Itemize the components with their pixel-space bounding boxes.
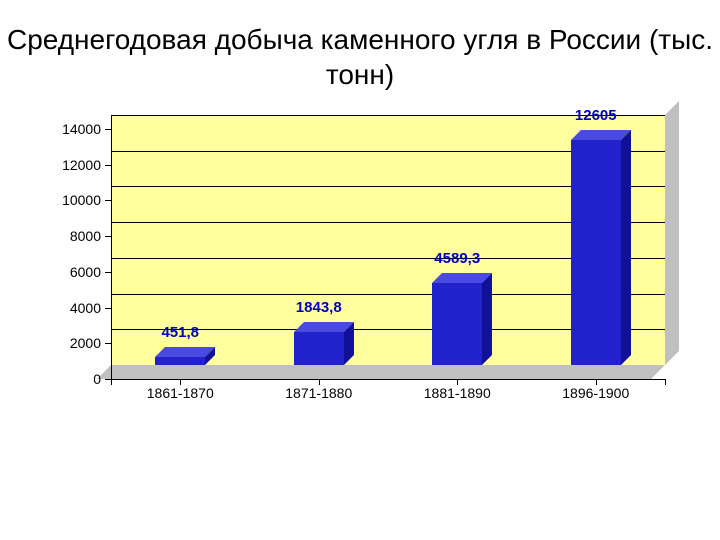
- y-tick-label: 14000: [62, 121, 101, 137]
- bar-side: [621, 130, 631, 365]
- y-tick-label: 0: [93, 371, 101, 387]
- y-tick-mark: [105, 200, 111, 201]
- chart: 451,81843,84589,312605 02000400060008000…: [55, 115, 665, 415]
- y-tick-mark: [105, 236, 111, 237]
- x-tick-mark: [319, 379, 320, 385]
- x-tick-label: 1881-1890: [424, 385, 491, 401]
- y-tick-mark: [105, 272, 111, 273]
- chart-title: Среднегодовая добыча каменного угля в Ро…: [0, 0, 720, 92]
- x-tick-mark: [111, 379, 112, 385]
- y-axis: 02000400060008000100001200014000: [55, 115, 111, 365]
- data-label: 1843,8: [279, 299, 359, 316]
- bar-side: [482, 273, 492, 365]
- y-tick-mark: [105, 129, 111, 130]
- y-tick-mark: [105, 165, 111, 166]
- bar: [432, 283, 482, 365]
- x-tick-mark: [665, 379, 666, 385]
- x-tick-label: 1861-1870: [147, 385, 214, 401]
- y-tick-label: 10000: [62, 192, 101, 208]
- y-tick-label: 2000: [70, 335, 101, 351]
- plot-floor-3d: [97, 365, 665, 379]
- y-axis-line: [111, 115, 112, 379]
- data-label: 451,8: [140, 324, 220, 341]
- bar-front: [571, 140, 621, 365]
- plot-wall-3d: [665, 101, 679, 365]
- y-tick-label: 4000: [70, 300, 101, 316]
- bar-front: [432, 283, 482, 365]
- x-tick-label: 1871-1880: [285, 385, 352, 401]
- x-tick-mark: [457, 379, 458, 385]
- x-axis: 1861-1870 1871-1880 1881-1890 1896-1900: [111, 379, 665, 409]
- bar: [571, 140, 621, 365]
- x-tick-mark: [180, 379, 181, 385]
- bar: [294, 332, 344, 365]
- bar-front: [294, 332, 344, 365]
- y-tick-label: 8000: [70, 228, 101, 244]
- data-label: 12605: [556, 107, 636, 124]
- y-tick-mark: [105, 308, 111, 309]
- y-tick-label: 6000: [70, 264, 101, 280]
- x-tick-label: 1896-1900: [562, 385, 629, 401]
- bar: [155, 357, 205, 365]
- slide: Среднегодовая добыча каменного угля в Ро…: [0, 0, 720, 540]
- y-tick-mark: [105, 343, 111, 344]
- data-label: 4589,3: [417, 250, 497, 267]
- x-tick-mark: [596, 379, 597, 385]
- bar-front: [155, 357, 205, 365]
- y-tick-label: 12000: [62, 157, 101, 173]
- plot-area: 451,81843,84589,312605: [111, 115, 665, 365]
